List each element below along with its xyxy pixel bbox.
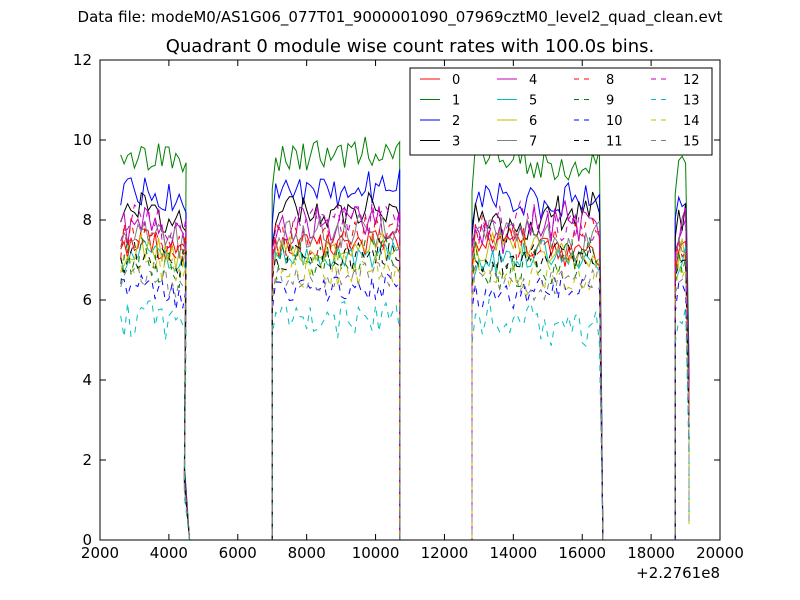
y-tick-label: 4 bbox=[82, 371, 92, 389]
x-tick-label: 16000 bbox=[558, 544, 606, 562]
x-tick-label: 6000 bbox=[219, 544, 257, 562]
legend-label-13: 13 bbox=[683, 94, 700, 109]
series-line-6 bbox=[120, 230, 690, 541]
series-line-1 bbox=[120, 136, 690, 541]
y-tick-label: 2 bbox=[82, 451, 92, 469]
series-line-10 bbox=[120, 271, 690, 541]
series-line-4 bbox=[120, 200, 690, 541]
x-tick-label: 10000 bbox=[352, 544, 400, 562]
x-tick-label: 8000 bbox=[288, 544, 326, 562]
legend-label-9: 9 bbox=[606, 94, 614, 109]
y-tick-label: 0 bbox=[82, 531, 92, 549]
legend-label-14: 14 bbox=[683, 114, 700, 129]
series-line-3 bbox=[120, 191, 690, 541]
legend-label-12: 12 bbox=[683, 73, 700, 88]
chart-title: Quadrant 0 module wise count rates with … bbox=[165, 36, 655, 57]
legend-label-11: 11 bbox=[606, 135, 623, 150]
series-line-13 bbox=[120, 298, 690, 541]
legend-label-1: 1 bbox=[452, 94, 460, 109]
legend-label-4: 4 bbox=[529, 73, 537, 88]
series-line-11 bbox=[120, 238, 690, 541]
x-tick-label: 14000 bbox=[489, 544, 537, 562]
legend-label-0: 0 bbox=[452, 73, 460, 88]
legend-label-10: 10 bbox=[606, 114, 623, 129]
legend-label-8: 8 bbox=[606, 73, 614, 88]
series-line-12 bbox=[120, 199, 690, 541]
legend-label-6: 6 bbox=[529, 114, 537, 129]
y-tick-label: 12 bbox=[73, 51, 92, 69]
series-line-14 bbox=[120, 251, 690, 541]
series-line-0 bbox=[120, 227, 690, 541]
series-line-8 bbox=[120, 215, 690, 541]
legend-label-15: 15 bbox=[683, 135, 700, 150]
legend-label-5: 5 bbox=[529, 94, 537, 109]
series-group bbox=[120, 136, 690, 541]
legend-label-3: 3 bbox=[452, 135, 460, 150]
x-tick-label: 4000 bbox=[150, 544, 188, 562]
y-tick-label: 8 bbox=[82, 211, 92, 229]
legend-label-7: 7 bbox=[529, 135, 537, 150]
y-tick-label: 6 bbox=[82, 291, 92, 309]
series-line-9 bbox=[120, 236, 690, 541]
series-line-5 bbox=[120, 239, 690, 541]
chart-suptitle: Data file: modeM0/AS1G06_077T01_90000010… bbox=[77, 8, 723, 26]
legend-label-2: 2 bbox=[452, 114, 460, 129]
series-line-15 bbox=[120, 261, 690, 541]
x-tick-label: 12000 bbox=[421, 544, 469, 562]
x-tick-label: 20000 bbox=[696, 544, 744, 562]
y-tick-label: 10 bbox=[73, 131, 92, 149]
x-offset-label: +2.2761e8 bbox=[636, 564, 720, 582]
x-tick-label: 2000 bbox=[81, 544, 119, 562]
x-tick-label: 18000 bbox=[627, 544, 675, 562]
series-line-2 bbox=[120, 169, 690, 541]
series-line-7 bbox=[120, 213, 690, 541]
